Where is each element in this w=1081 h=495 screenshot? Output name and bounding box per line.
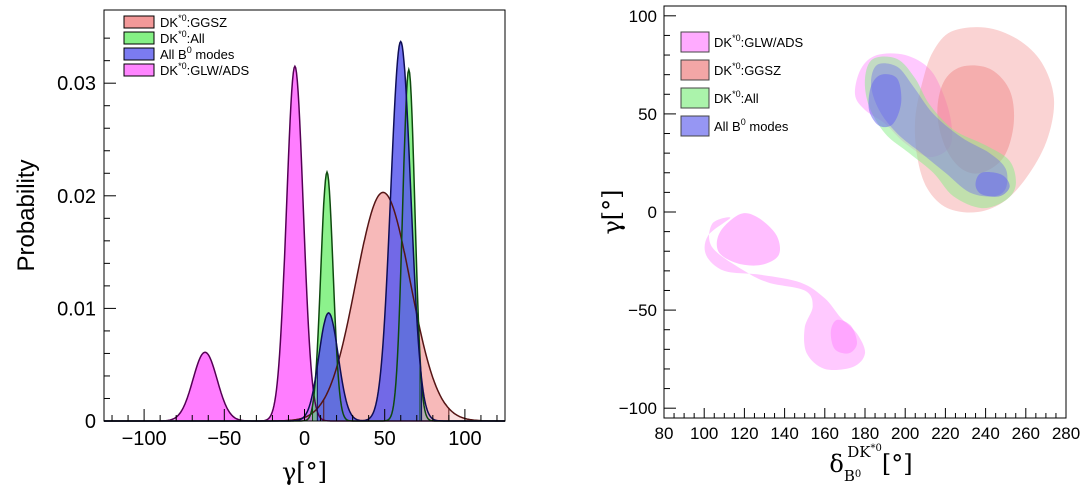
- legend-swatch: [680, 31, 710, 53]
- legend-swatch: [123, 31, 155, 45]
- legend-swatch: [123, 15, 155, 29]
- area-all-b0-modes: [317, 41, 422, 421]
- left-x-axis-title: γ[°]: [282, 458, 327, 486]
- x-tick-label: 120: [730, 424, 758, 443]
- x-tick-label: −50: [207, 428, 241, 450]
- legend-label: All B0 modes: [160, 45, 235, 62]
- legend-label: All B0 modes: [714, 117, 789, 134]
- contour-all-b0-modes-68pct-1: [868, 74, 902, 128]
- legend-label: DK*0:GLW/ADS: [714, 33, 804, 50]
- contour-all-b0-modes-95pct-0: [870, 63, 1008, 197]
- y-tick-label: −100: [619, 399, 657, 418]
- x-tick-label: 80: [655, 424, 674, 443]
- legend-swatch: [123, 63, 155, 77]
- legend-swatch: [680, 115, 710, 137]
- contour-dk-0-glw-ads-68pct-2: [830, 319, 858, 354]
- x-tick-label: 100: [448, 428, 481, 450]
- contour-dk-0-all-95pct-0: [864, 56, 1016, 209]
- x-tick-label: 280: [1052, 424, 1080, 443]
- contour-dk-0-glw-ads-68pct-1: [716, 213, 781, 266]
- x-tick-label: 180: [851, 424, 879, 443]
- y-tick-label: 0: [648, 203, 657, 222]
- x-tick-label: 0: [299, 428, 310, 450]
- x-tick-label: 260: [1012, 424, 1040, 443]
- y-tick-label: −50: [628, 301, 657, 320]
- x-tick-label: 160: [811, 424, 839, 443]
- right-panel-gamma-vs-delta-contours: 80 100 120 140 160 180 200 220 240 260 280 −100 −50 0…: [598, 5, 1080, 485]
- y-tick-label: 100: [629, 7, 657, 26]
- y-tick-label: 0: [85, 411, 96, 433]
- legend-swatch: [123, 47, 155, 61]
- x-tick-label: 140: [770, 424, 798, 443]
- contour-dk-0-glw-ads-95pct-0: [704, 217, 866, 371]
- area-dk-0-glw-ads: [176, 66, 334, 422]
- x-tick-label: 240: [971, 424, 999, 443]
- legend-label: DK*0:GLW/ADS: [160, 61, 250, 78]
- contour-all-b0-modes-68pct-2: [975, 172, 1010, 197]
- legend-label: DK*0:All: [160, 29, 205, 46]
- x-tick-label: −100: [122, 428, 167, 450]
- left-axis-ticks: −100 −50 0 50 100 0 0.01 0.02 0.03: [57, 37, 498, 450]
- y-tick-label: 0.02: [57, 186, 96, 208]
- right-x-axis-title: δB0DK*0[°]: [829, 443, 912, 485]
- y-tick-label: 0.03: [57, 73, 96, 95]
- y-tick-label: 0.01: [57, 298, 96, 320]
- x-tick-label: 100: [690, 424, 718, 443]
- legend-label: DK*0:GGSZ: [714, 61, 781, 78]
- left-filled-areas: [104, 41, 505, 422]
- legend-label: DK*0:All: [714, 89, 759, 106]
- x-tick-label: 200: [891, 424, 919, 443]
- legend-swatch: [680, 87, 710, 109]
- right-y-axis-title: γ[°]: [598, 189, 626, 234]
- left-y-axis-title: Probability: [13, 159, 40, 271]
- x-tick-label: 50: [374, 428, 396, 450]
- x-tick-label: 220: [931, 424, 959, 443]
- right-axis-ticks: 80 100 120 140 160 180 200 220 240 260 280 −100 −50 0…: [619, 7, 1080, 443]
- legend-swatch: [680, 59, 710, 81]
- right-legend: DK*0:GLW/ADS DK*0:GGSZ DK*0:All All B0 mode…: [680, 31, 804, 137]
- legend-label: DK*0:GGSZ: [160, 13, 227, 30]
- y-tick-label: 50: [638, 105, 657, 124]
- right-contour-regions: [704, 27, 1055, 371]
